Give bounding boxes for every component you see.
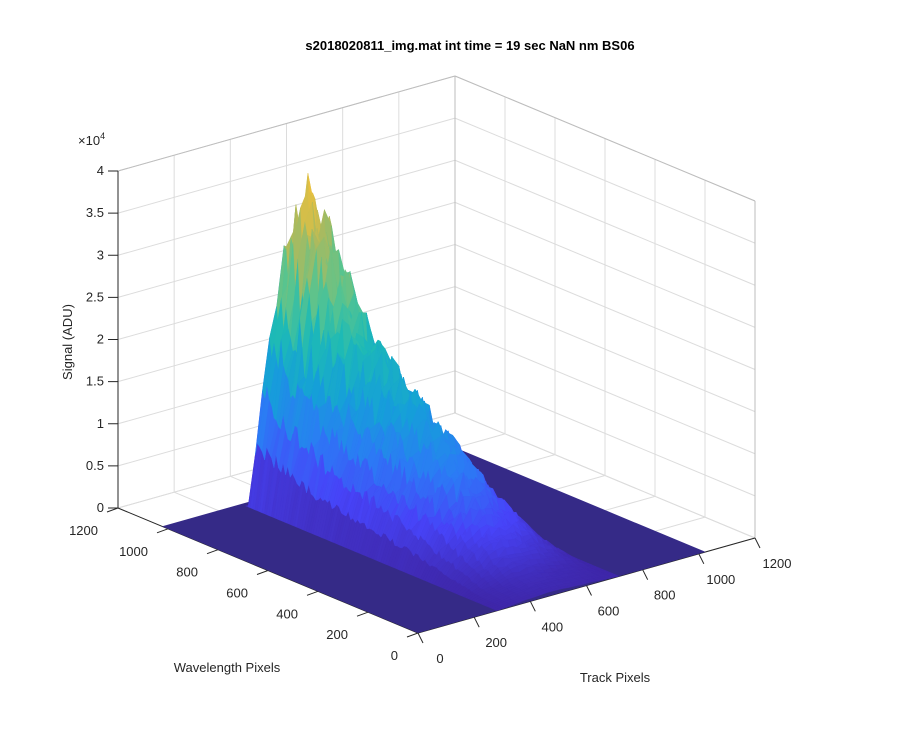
box-edge bbox=[454, 75, 756, 202]
z-exponent-label: ×104 bbox=[78, 131, 105, 148]
box-edge bbox=[117, 75, 456, 172]
x-tick-mark bbox=[473, 616, 480, 628]
chart-title: s2018020811_img.mat int time = 19 sec Na… bbox=[305, 38, 634, 53]
y-tick-mark bbox=[106, 507, 119, 513]
x-tick-mark bbox=[754, 537, 761, 549]
z-tick-label: 2 bbox=[97, 332, 104, 347]
z-tick-label: 3 bbox=[97, 247, 104, 262]
y-tick-label: 1200 bbox=[69, 523, 98, 538]
surface-patch bbox=[609, 575, 620, 578]
x-tick-label: 200 bbox=[485, 635, 507, 650]
surface-mesh bbox=[162, 173, 706, 633]
x-tick-label: 600 bbox=[598, 604, 620, 619]
x-tick-mark bbox=[586, 585, 592, 596]
y-tick-label: 0 bbox=[391, 648, 398, 663]
x-tick-label: 0 bbox=[436, 651, 443, 666]
x-tick-label: 1200 bbox=[763, 556, 792, 571]
z-exponent-base: ×10 bbox=[78, 133, 100, 148]
z-tick-label: 2.5 bbox=[86, 289, 104, 304]
x-tick-mark bbox=[417, 632, 424, 644]
z-tick-label: 1 bbox=[97, 416, 104, 431]
x-tick-label: 800 bbox=[654, 588, 676, 603]
x-tick-mark bbox=[698, 553, 705, 565]
y-tick-label: 800 bbox=[176, 565, 198, 580]
y-tick-mark bbox=[256, 570, 269, 575]
z-axis-label: Signal (ADU) bbox=[60, 304, 75, 380]
y-tick-label: 400 bbox=[276, 606, 298, 621]
z-exponent-power: 4 bbox=[100, 131, 105, 141]
z-tick-label: 0 bbox=[97, 500, 104, 515]
x-tick-mark bbox=[642, 569, 649, 580]
y-tick-mark bbox=[206, 549, 219, 555]
z-tick-label: 1.5 bbox=[86, 374, 104, 389]
y-tick-mark bbox=[306, 590, 319, 596]
z-tick-label: 0.5 bbox=[86, 458, 104, 473]
y-tick-label: 600 bbox=[226, 586, 248, 601]
x-tick-label: 400 bbox=[541, 619, 563, 634]
x-tick-mark bbox=[529, 601, 536, 612]
tick-labels: 0200400600800100012000200400600800100012… bbox=[69, 163, 791, 666]
y-tick-label: 1000 bbox=[119, 544, 148, 559]
y-tick-mark bbox=[356, 611, 369, 617]
y-tick-mark bbox=[406, 632, 419, 638]
x-tick-label: 1000 bbox=[706, 572, 735, 587]
z-tick-label: 4 bbox=[97, 163, 104, 178]
y-tick-label: 200 bbox=[326, 627, 348, 642]
x-axis-label: Track Pixels bbox=[580, 670, 651, 685]
y-tick-mark bbox=[156, 528, 169, 534]
y-axis-label: Wavelength Pixels bbox=[174, 660, 281, 675]
z-tick-label: 3.5 bbox=[86, 205, 104, 220]
